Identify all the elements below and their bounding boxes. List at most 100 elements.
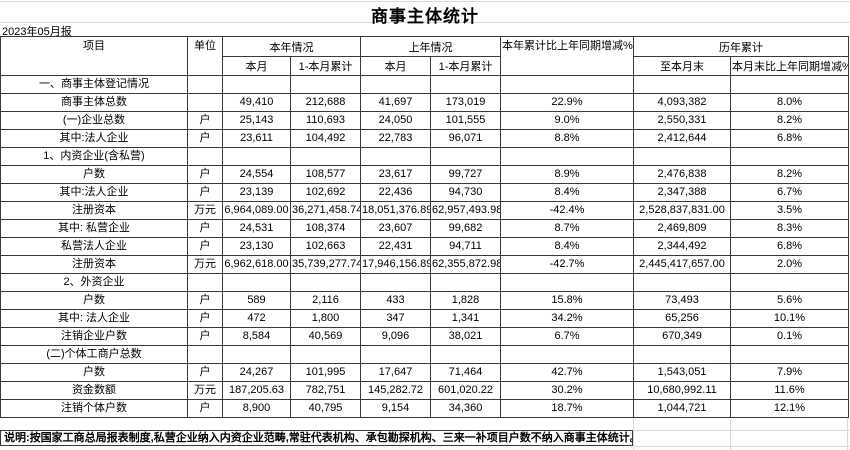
row-label: 私营法人企业 [0,237,188,256]
table-row: 注销个体户数户 8,900 40,795 9,154 34,360 18.7% 1,044,… [0,399,849,418]
value-cell: 670,349 [633,327,731,346]
value-cell: 8.4% [500,183,634,202]
value-cell: 42.7% [500,363,634,382]
value-cell: 23,611 [222,129,291,148]
unit-cell [187,93,223,112]
table-row: 户数户 24,554 108,577 23,617 99,727 8.9% 2,476,83… [0,165,849,184]
table-row: (一)企业总数户 25,143 110,693 24,050 101,555 9.0% 2,… [0,111,849,130]
value-cell: -42.7% [500,255,634,274]
table-body: 一、商事主体登记情况 商事主体总数 49,410 212,688 41,697 173,0… [0,75,849,418]
col-group-last-year: 上年情况 [360,36,501,57]
value-cell: 6.8% [730,129,849,148]
col-header-monthend-yoy: 本月末比上年同期增减% [730,56,849,76]
value-cell: 3.5% [730,201,849,220]
value-cell: 71,464 [430,363,501,382]
value-cell: 8.2% [730,111,849,130]
table-row: 1、内资企业(含私营) [0,147,849,166]
value-cell [360,147,431,166]
value-cell: 6.7% [500,327,634,346]
unit-cell: 户 [187,111,223,130]
value-cell [430,75,501,94]
report-title: 商事主体统计 [371,7,479,26]
value-cell: 22,431 [360,237,431,256]
value-cell [500,345,634,364]
row-label: 资金数额 [0,381,188,400]
value-cell: 73,493 [633,291,731,310]
value-cell [730,345,849,364]
value-cell [730,273,849,292]
value-cell: 18,051,376.89 [360,201,431,220]
value-cell: 102,692 [290,183,361,202]
col-header-last-month: 本月 [360,56,431,76]
value-cell: -42.4% [500,201,634,220]
table-row: 注册资本 万元 6,962,618.00 35,739,277.74 17,946,15… [0,255,849,274]
value-cell: 22,783 [360,129,431,148]
value-cell [222,75,291,94]
value-cell: 9,154 [360,399,431,418]
value-cell: 2,412,644 [633,129,731,148]
unit-cell: 户 [187,363,223,382]
col-header-this-month: 本月 [222,56,291,76]
value-cell: 40,795 [290,399,361,418]
value-cell: 38,021 [430,327,501,346]
value-cell: 23,607 [360,219,431,238]
value-cell: 108,374 [290,219,361,238]
col-header-yoy-change: 本年累计比上年同期增减% [500,36,634,76]
value-cell [430,345,501,364]
value-cell: 6.8% [730,237,849,256]
unit-cell: 户 [187,165,223,184]
table-row: 注销企业户数户 8,584 40,569 9,096 38,021 6.7% 670,349… [0,327,849,346]
value-cell: 34.2% [500,309,634,328]
value-cell: 6.7% [730,183,849,202]
top-gridline [0,1,850,2]
value-cell: 25,143 [222,111,291,130]
value-cell: 35,739,277.74 [290,255,361,274]
faint-horizontal-gridline [633,446,850,447]
row-label: 注册资本 [0,201,188,220]
row-label: 注册资本 [0,255,188,274]
value-cell: 8.8% [500,129,634,148]
value-cell [430,273,501,292]
value-cell: 24,554 [222,165,291,184]
value-cell: 2.0% [730,255,849,274]
value-cell [222,147,291,166]
value-cell [290,273,361,292]
table-row: 一、商事主体登记情况 [0,75,849,94]
value-cell: 1,044,721 [633,399,731,418]
table-header: 项目 单位 本年情况 上年情况 本年累计比上年同期增减% 历年累计 本月 1-本… [0,36,849,76]
value-cell: 15.8% [500,291,634,310]
value-cell: 2,476,838 [633,165,731,184]
row-label: 1、内资企业(含私营) [0,147,188,166]
table-row: 资金数额 万元 187,205.63 782,751 145,282.72 601,020… [0,381,849,400]
unit-cell: 万元 [187,381,223,400]
value-cell [222,345,291,364]
value-cell: 65,256 [633,309,731,328]
value-cell: 782,751 [290,381,361,400]
value-cell: 8.3% [730,219,849,238]
value-cell: 8,584 [222,327,291,346]
value-cell: 7.9% [730,363,849,382]
value-cell: 2,344,492 [633,237,731,256]
faint-horizontal-gridline [633,430,850,431]
value-cell: 9.0% [500,111,634,130]
col-header-item: 项目 [0,36,188,76]
value-cell: 6,964,089.00 [222,201,291,220]
row-label: (一)企业总数 [0,111,188,130]
value-cell: 99,682 [430,219,501,238]
value-cell: 104,492 [290,129,361,148]
row-label: 其中:法人企业 [0,129,188,148]
unit-cell: 户 [187,309,223,328]
value-cell: 110,693 [290,111,361,130]
unit-cell: 户 [187,237,223,256]
value-cell: 1,341 [430,309,501,328]
value-cell: 62,355,872.98 [430,255,501,274]
value-cell [290,147,361,166]
unit-cell: 户 [187,327,223,346]
table-row: 其中: 私营企业户 24,531 108,374 23,607 99,682 8.7% 2,… [0,219,849,238]
value-cell: 22,436 [360,183,431,202]
row-label: 户数 [0,291,188,310]
value-cell: 347 [360,309,431,328]
value-cell: 8.7% [500,219,634,238]
value-cell: 1,800 [290,309,361,328]
